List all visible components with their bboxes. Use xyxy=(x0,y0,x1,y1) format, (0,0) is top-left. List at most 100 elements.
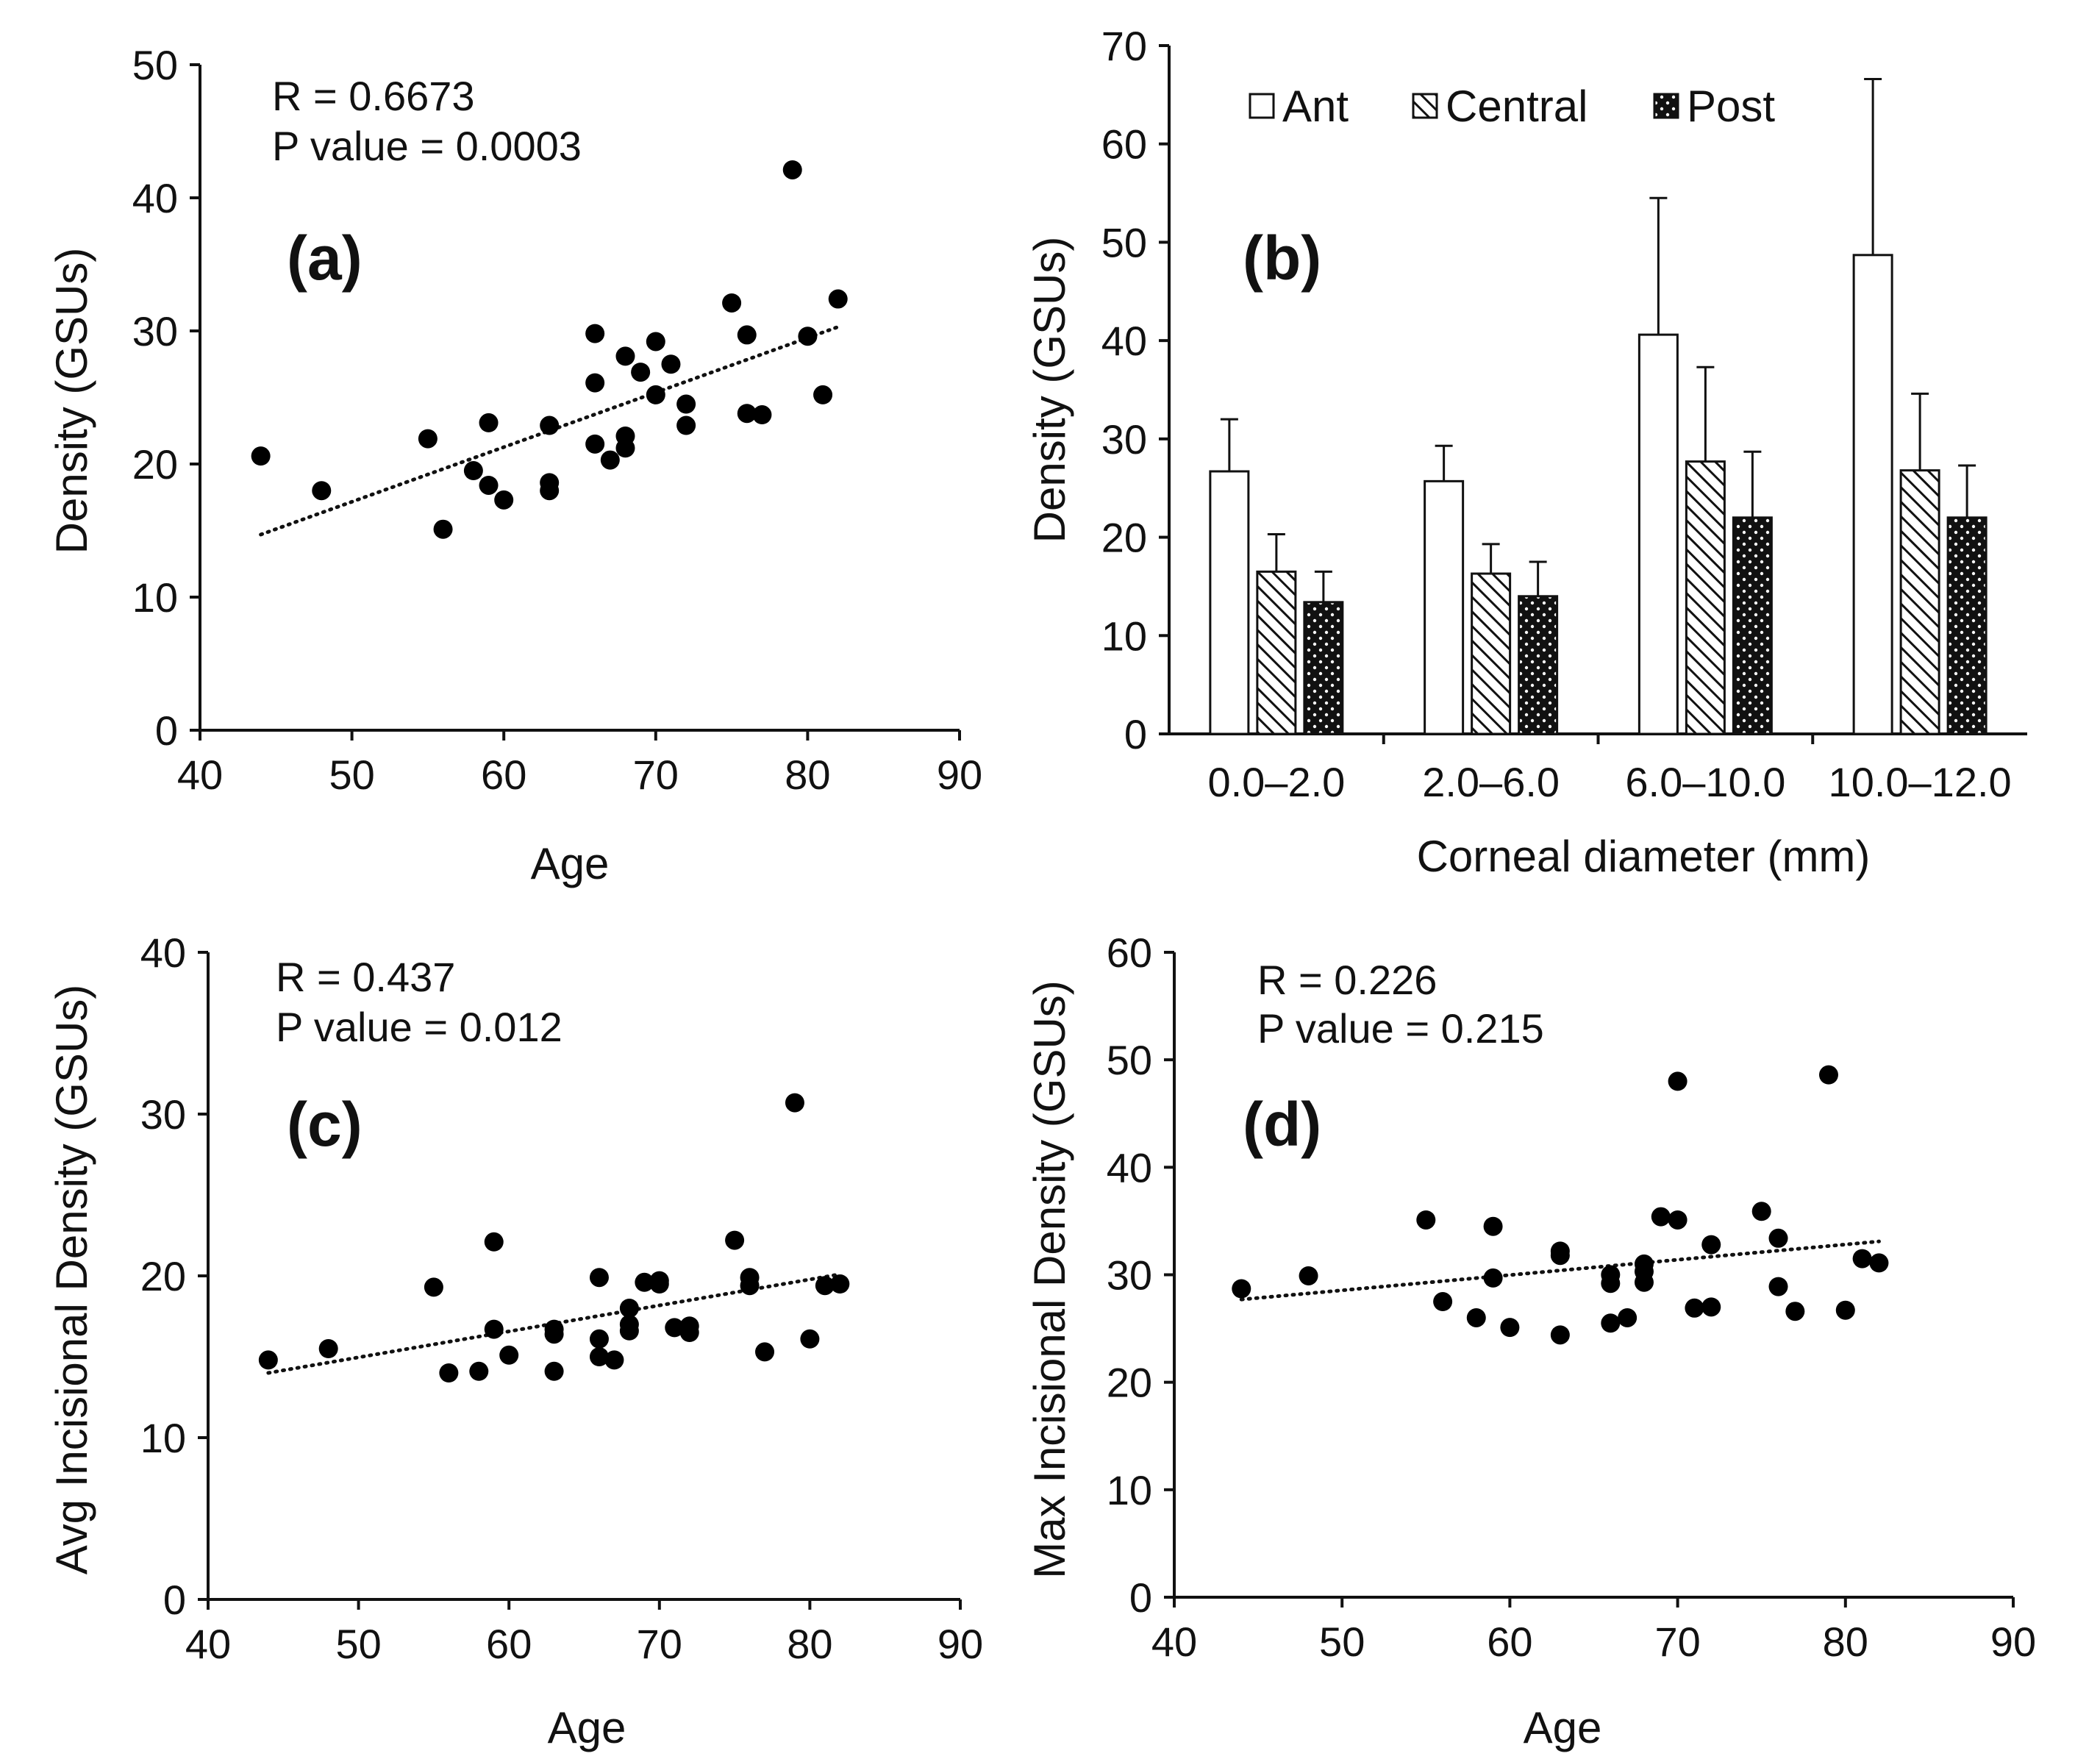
y-tick-label: 60 xyxy=(1101,121,1147,168)
y-tick-label: 20 xyxy=(1107,1360,1152,1406)
data-point xyxy=(540,481,560,501)
y-tick-label: 0 xyxy=(163,1577,186,1623)
x-tick-label: 80 xyxy=(787,1621,832,1667)
data-point xyxy=(782,160,802,179)
data-point xyxy=(544,1361,564,1381)
data-point xyxy=(1835,1300,1855,1320)
y-tick-label: 20 xyxy=(132,441,178,488)
y-tick-label: 30 xyxy=(132,308,178,354)
x-tick-label: 80 xyxy=(1823,1619,1868,1665)
panel-b-y-label: Density (GSUs) xyxy=(1025,237,1074,543)
data-point xyxy=(1601,1313,1621,1333)
data-point xyxy=(649,1274,669,1294)
data-point xyxy=(1483,1216,1503,1236)
data-point xyxy=(463,461,483,481)
x-tick-label: 90 xyxy=(938,1621,983,1667)
y-tick-label: 10 xyxy=(140,1415,186,1461)
y-tick-label: 0 xyxy=(1129,1574,1152,1621)
data-point xyxy=(619,1299,639,1318)
x-tick-label: 50 xyxy=(329,752,374,798)
data-point xyxy=(251,446,271,466)
data-point xyxy=(1651,1207,1671,1227)
data-point xyxy=(722,293,742,313)
data-point xyxy=(813,385,833,404)
data-point xyxy=(424,1277,443,1297)
data-point xyxy=(635,1272,654,1292)
data-point xyxy=(433,519,453,539)
data-point xyxy=(737,325,757,345)
y-tick-label: 70 xyxy=(1101,23,1147,69)
data-point xyxy=(258,1350,278,1370)
panel-c-x-label: Age xyxy=(548,1703,626,1752)
x-tick-label: 40 xyxy=(1151,1619,1197,1665)
data-point xyxy=(1852,1249,1872,1269)
y-tick-label: 40 xyxy=(1101,318,1147,364)
panel-c-label: (c) xyxy=(287,1090,362,1159)
data-point xyxy=(544,1324,564,1344)
panel-a-x-label: Age xyxy=(531,839,610,888)
legend-swatch-post xyxy=(1653,93,1679,119)
panel-c: 0 10 20 30 40 40 50 60 70 80 90 R = 0.437 P value … xyxy=(47,930,983,1752)
data-point xyxy=(679,1323,699,1342)
data-point xyxy=(752,405,772,425)
data-point xyxy=(676,415,696,435)
y-tick-label: 50 xyxy=(132,42,178,88)
y-tick-label: 40 xyxy=(132,175,178,221)
data-point xyxy=(1299,1266,1318,1285)
panel-b-x-label: Corneal diameter (mm) xyxy=(1417,832,1871,881)
data-point xyxy=(439,1363,459,1382)
panel-b-legend: Ant Central Post xyxy=(1249,82,1775,131)
x-tick-label: 10.0–12.0 xyxy=(1829,759,2012,805)
x-tick-label: 70 xyxy=(637,1621,682,1667)
legend-label-ant: Ant xyxy=(1282,82,1349,131)
data-point xyxy=(1768,1228,1788,1248)
data-point xyxy=(585,324,605,343)
x-tick-label: 40 xyxy=(177,752,223,798)
data-point xyxy=(484,1319,504,1339)
data-point xyxy=(600,450,620,470)
bar-post xyxy=(1518,595,1559,735)
data-point xyxy=(312,481,332,501)
data-point xyxy=(798,327,818,346)
data-point xyxy=(1550,1325,1570,1345)
bar-post xyxy=(1303,601,1344,735)
x-tick-label: 60 xyxy=(481,752,526,798)
data-point xyxy=(1433,1292,1453,1312)
data-point xyxy=(469,1361,489,1381)
x-tick-label: 50 xyxy=(1319,1619,1365,1665)
bar-ant xyxy=(1209,470,1250,735)
data-point xyxy=(740,1276,760,1296)
data-point xyxy=(479,475,499,495)
data-point xyxy=(1818,1065,1838,1085)
panel-c-r-value: R = 0.437 xyxy=(276,954,455,1000)
bar-post xyxy=(1946,516,1988,735)
data-point xyxy=(418,429,438,449)
data-point xyxy=(615,438,635,458)
data-point xyxy=(585,434,605,454)
panel-a-p-value: P value = 0.0003 xyxy=(272,123,582,169)
data-point xyxy=(800,1329,820,1349)
data-point xyxy=(676,394,696,414)
panel-d-r-value: R = 0.226 xyxy=(1257,957,1437,1003)
data-point xyxy=(1416,1210,1436,1230)
data-point xyxy=(815,1276,835,1296)
data-point xyxy=(615,346,635,366)
data-point xyxy=(646,332,665,352)
data-point xyxy=(828,289,848,309)
y-tick-label: 0 xyxy=(155,707,178,754)
panel-b-label: (b) xyxy=(1243,224,1321,293)
x-tick-label: 90 xyxy=(937,752,982,798)
panel-a-y-label: Density (GSUs) xyxy=(47,248,96,554)
x-tick-label: 0.0–2.0 xyxy=(1207,759,1345,805)
y-tick-label: 30 xyxy=(1107,1252,1152,1299)
data-point xyxy=(1768,1277,1788,1296)
data-point xyxy=(604,1350,624,1370)
panel-d-p-value: P value = 0.215 xyxy=(1257,1005,1544,1052)
y-tick-label: 50 xyxy=(1101,219,1147,265)
y-tick-label: 30 xyxy=(140,1091,186,1138)
panel-a: 0 10 20 30 40 50 40 50 60 70 80 90 R = 0.6673 P val… xyxy=(47,42,982,888)
data-point xyxy=(665,1318,685,1338)
x-tick-label: 50 xyxy=(335,1621,381,1667)
panel-d-x-label: Age xyxy=(1524,1703,1602,1752)
